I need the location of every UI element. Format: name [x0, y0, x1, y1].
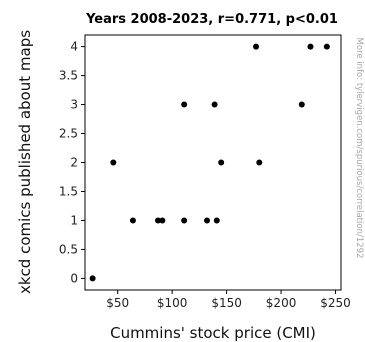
y-tick-label: 3.5 — [59, 69, 78, 83]
data-point — [253, 43, 260, 50]
x-tick-label: $200 — [266, 296, 297, 310]
data-point — [159, 217, 166, 224]
x-tick-label: $250 — [320, 296, 351, 310]
y-tick-label: 1 — [70, 213, 78, 227]
y-tick-label: 3 — [70, 98, 78, 112]
y-tick-label: 1.5 — [59, 184, 78, 198]
data-point — [181, 101, 188, 108]
y-axis: 0 0.5 1 1.5 2 2.5 3 3.5 4 — [59, 40, 85, 285]
data-point — [307, 43, 314, 50]
source-note: More info: tylervigen.com/spurious/corre… — [354, 38, 364, 259]
chart-title: Years 2008-2023, r=0.771, p<0.01 — [85, 12, 338, 27]
y-tick-label: 0.5 — [59, 242, 78, 256]
data-point — [213, 217, 220, 224]
data-point — [256, 159, 263, 166]
x-tick-label: $100 — [157, 296, 188, 310]
data-point — [323, 43, 330, 50]
axes-frame — [84, 34, 342, 291]
x-tick-label: $150 — [211, 296, 242, 310]
data-point — [129, 217, 136, 224]
data-point — [218, 159, 225, 166]
data-point — [110, 159, 117, 166]
data-points — [89, 43, 330, 282]
data-point — [181, 217, 188, 224]
y-tick-label: 4 — [70, 40, 78, 54]
y-axis-label: xkcd comics published about maps — [16, 30, 34, 294]
data-point — [298, 101, 305, 108]
plot-area — [84, 34, 342, 291]
data-point — [89, 275, 96, 282]
y-tick-label: 0 — [70, 271, 78, 285]
data-point — [204, 217, 211, 224]
x-tick-label: $50 — [106, 296, 129, 310]
y-tick-label: 2 — [70, 156, 78, 170]
data-point — [154, 217, 161, 224]
y-tick-label: 2.5 — [59, 127, 78, 141]
data-point — [211, 101, 218, 108]
x-axis: $50 $100 $150 $200 $250 — [106, 290, 351, 310]
x-axis-label: Cummins' stock price (CMI) — [110, 324, 316, 342]
